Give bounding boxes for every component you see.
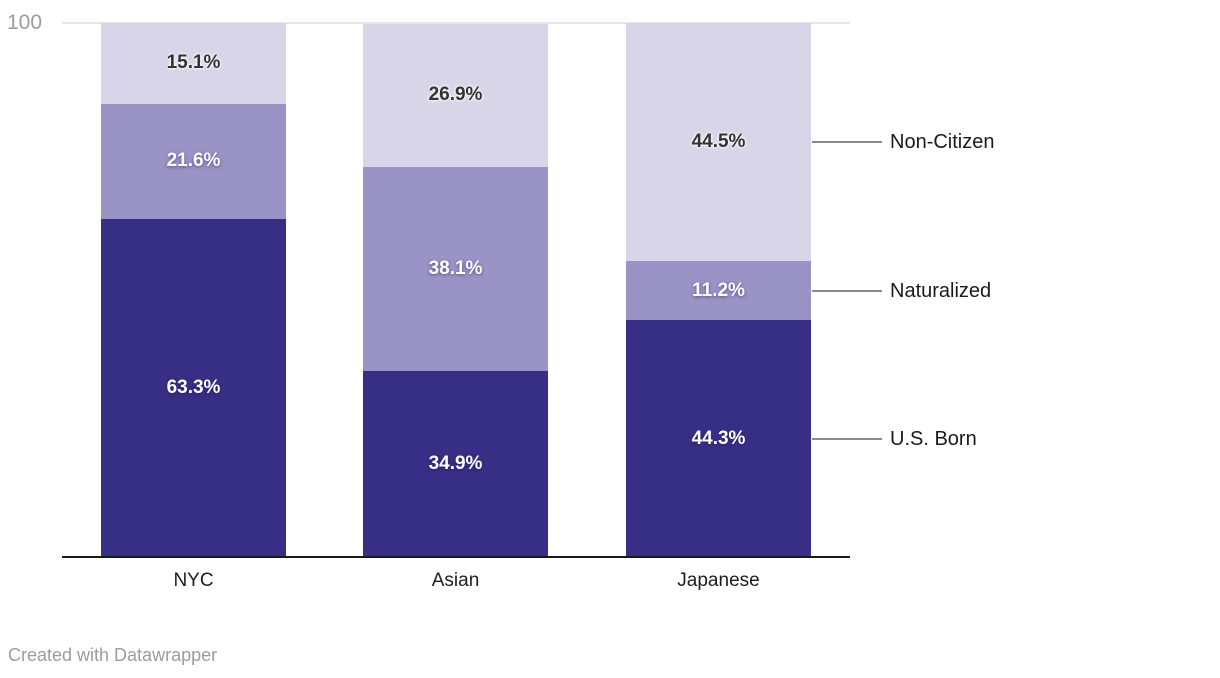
bar-segment-asian-non-citizen[interactable]: 26.9% [363, 23, 548, 168]
x-axis-line [62, 556, 850, 558]
segment-value-label: 26.9% [428, 84, 483, 106]
bar-segment-asian-naturalized[interactable]: 38.1% [363, 167, 548, 371]
segment-value-label: 15.1% [166, 52, 221, 74]
gridline-100 [62, 22, 850, 24]
segment-value-label: 44.3% [691, 427, 746, 449]
legend-connector-line [812, 140, 882, 143]
y-axis-tick-100: 100 [7, 11, 43, 34]
legend-label-non-citizen: Non-Citizen [890, 130, 995, 153]
segment-value-label: 34.9% [428, 452, 483, 474]
legend-connector-line [812, 289, 882, 292]
bar-segment-asian-u-s-born[interactable]: 34.9% [363, 370, 548, 557]
legend-connector-line [812, 437, 882, 440]
segment-value-label: 63.3% [166, 376, 221, 398]
bar-segment-nyc-u-s-born[interactable]: 63.3% [101, 218, 286, 557]
bar-segment-japanese-u-s-born[interactable]: 44.3% [626, 320, 811, 557]
bar-segment-japanese-non-citizen[interactable]: 44.5% [626, 23, 811, 261]
segment-value-label: 44.5% [691, 130, 746, 152]
segment-value-label: 21.6% [166, 150, 221, 172]
bar-segment-japanese-naturalized[interactable]: 11.2% [626, 260, 811, 321]
bar-segment-nyc-naturalized[interactable]: 21.6% [101, 103, 286, 219]
legend-label-u-s-born: U.S. Born [890, 427, 977, 450]
bar-segment-nyc-non-citizen[interactable]: 15.1% [101, 23, 286, 104]
legend-label-naturalized: Naturalized [890, 279, 992, 302]
x-axis-label-asian: Asian [431, 570, 480, 591]
x-axis-label-nyc: NYC [173, 570, 214, 591]
attribution-text: Created with Datawrapper [8, 645, 218, 665]
x-axis-label-japanese: Japanese [677, 570, 760, 591]
segment-value-label: 11.2% [692, 279, 745, 301]
segment-value-label: 38.1% [428, 257, 483, 279]
